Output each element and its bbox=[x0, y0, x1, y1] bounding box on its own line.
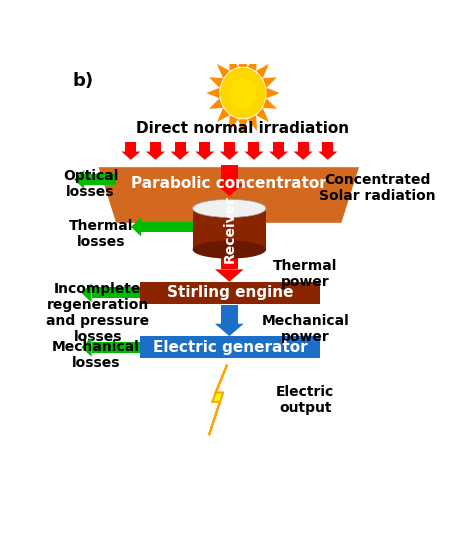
Polygon shape bbox=[263, 98, 277, 109]
Polygon shape bbox=[82, 283, 91, 302]
Polygon shape bbox=[238, 119, 247, 134]
Bar bbox=[221, 250, 238, 269]
Polygon shape bbox=[99, 167, 359, 223]
Bar bbox=[140, 282, 320, 304]
Polygon shape bbox=[247, 55, 257, 71]
Polygon shape bbox=[215, 324, 244, 336]
Polygon shape bbox=[266, 88, 280, 98]
Polygon shape bbox=[195, 151, 214, 160]
Polygon shape bbox=[74, 170, 84, 189]
Polygon shape bbox=[217, 64, 230, 78]
Polygon shape bbox=[269, 151, 288, 160]
Polygon shape bbox=[209, 365, 227, 435]
Polygon shape bbox=[220, 151, 239, 160]
Ellipse shape bbox=[192, 241, 266, 258]
Text: Thermal
losses: Thermal losses bbox=[69, 219, 134, 249]
Polygon shape bbox=[121, 151, 140, 160]
Text: Electric generator: Electric generator bbox=[153, 340, 307, 355]
Bar bbox=[141, 221, 192, 232]
Text: Direct normal irradiation: Direct normal irradiation bbox=[137, 120, 349, 135]
Bar bbox=[150, 142, 161, 151]
Polygon shape bbox=[256, 64, 269, 78]
Text: Thermal
power: Thermal power bbox=[273, 259, 337, 289]
Text: Receiver: Receiver bbox=[222, 195, 237, 263]
Polygon shape bbox=[215, 184, 244, 196]
Polygon shape bbox=[209, 77, 223, 88]
Bar bbox=[125, 142, 137, 151]
Text: Electric
output: Electric output bbox=[276, 385, 335, 415]
Text: Incomplete
regeneration
and pressure
losses: Incomplete regeneration and pressure los… bbox=[46, 282, 149, 345]
Polygon shape bbox=[318, 151, 337, 160]
Ellipse shape bbox=[192, 200, 266, 217]
Text: Parabolic concentrator: Parabolic concentrator bbox=[131, 176, 327, 191]
Circle shape bbox=[221, 68, 265, 118]
Polygon shape bbox=[217, 108, 230, 122]
Bar bbox=[298, 142, 309, 151]
Polygon shape bbox=[215, 269, 244, 282]
Text: Mechanical
losses: Mechanical losses bbox=[52, 340, 140, 370]
Polygon shape bbox=[229, 55, 238, 71]
Polygon shape bbox=[146, 151, 165, 160]
Bar bbox=[84, 174, 116, 185]
Bar bbox=[199, 142, 210, 151]
Polygon shape bbox=[209, 98, 223, 109]
Text: b): b) bbox=[72, 72, 93, 90]
Polygon shape bbox=[131, 217, 141, 236]
Text: Mechanical
power: Mechanical power bbox=[262, 314, 349, 344]
Bar bbox=[192, 208, 266, 249]
Bar bbox=[221, 305, 238, 324]
Polygon shape bbox=[171, 151, 190, 160]
Bar bbox=[221, 165, 238, 184]
Bar bbox=[248, 142, 259, 151]
Text: Concentrated
Solar radiation: Concentrated Solar radiation bbox=[319, 173, 435, 203]
Bar bbox=[174, 142, 186, 151]
Bar bbox=[273, 142, 284, 151]
Bar bbox=[91, 287, 140, 298]
Bar bbox=[224, 142, 235, 151]
Bar bbox=[322, 142, 333, 151]
Bar bbox=[91, 342, 140, 353]
Bar bbox=[140, 336, 320, 358]
Polygon shape bbox=[238, 52, 247, 67]
Text: Optical
losses: Optical losses bbox=[63, 169, 118, 200]
Polygon shape bbox=[229, 116, 238, 131]
Polygon shape bbox=[245, 151, 264, 160]
Polygon shape bbox=[206, 88, 219, 98]
Text: Stirling engine: Stirling engine bbox=[167, 285, 293, 300]
Polygon shape bbox=[263, 77, 277, 88]
Polygon shape bbox=[256, 108, 269, 122]
Polygon shape bbox=[247, 116, 257, 131]
Polygon shape bbox=[293, 151, 313, 160]
Polygon shape bbox=[82, 338, 91, 357]
Circle shape bbox=[230, 78, 256, 108]
